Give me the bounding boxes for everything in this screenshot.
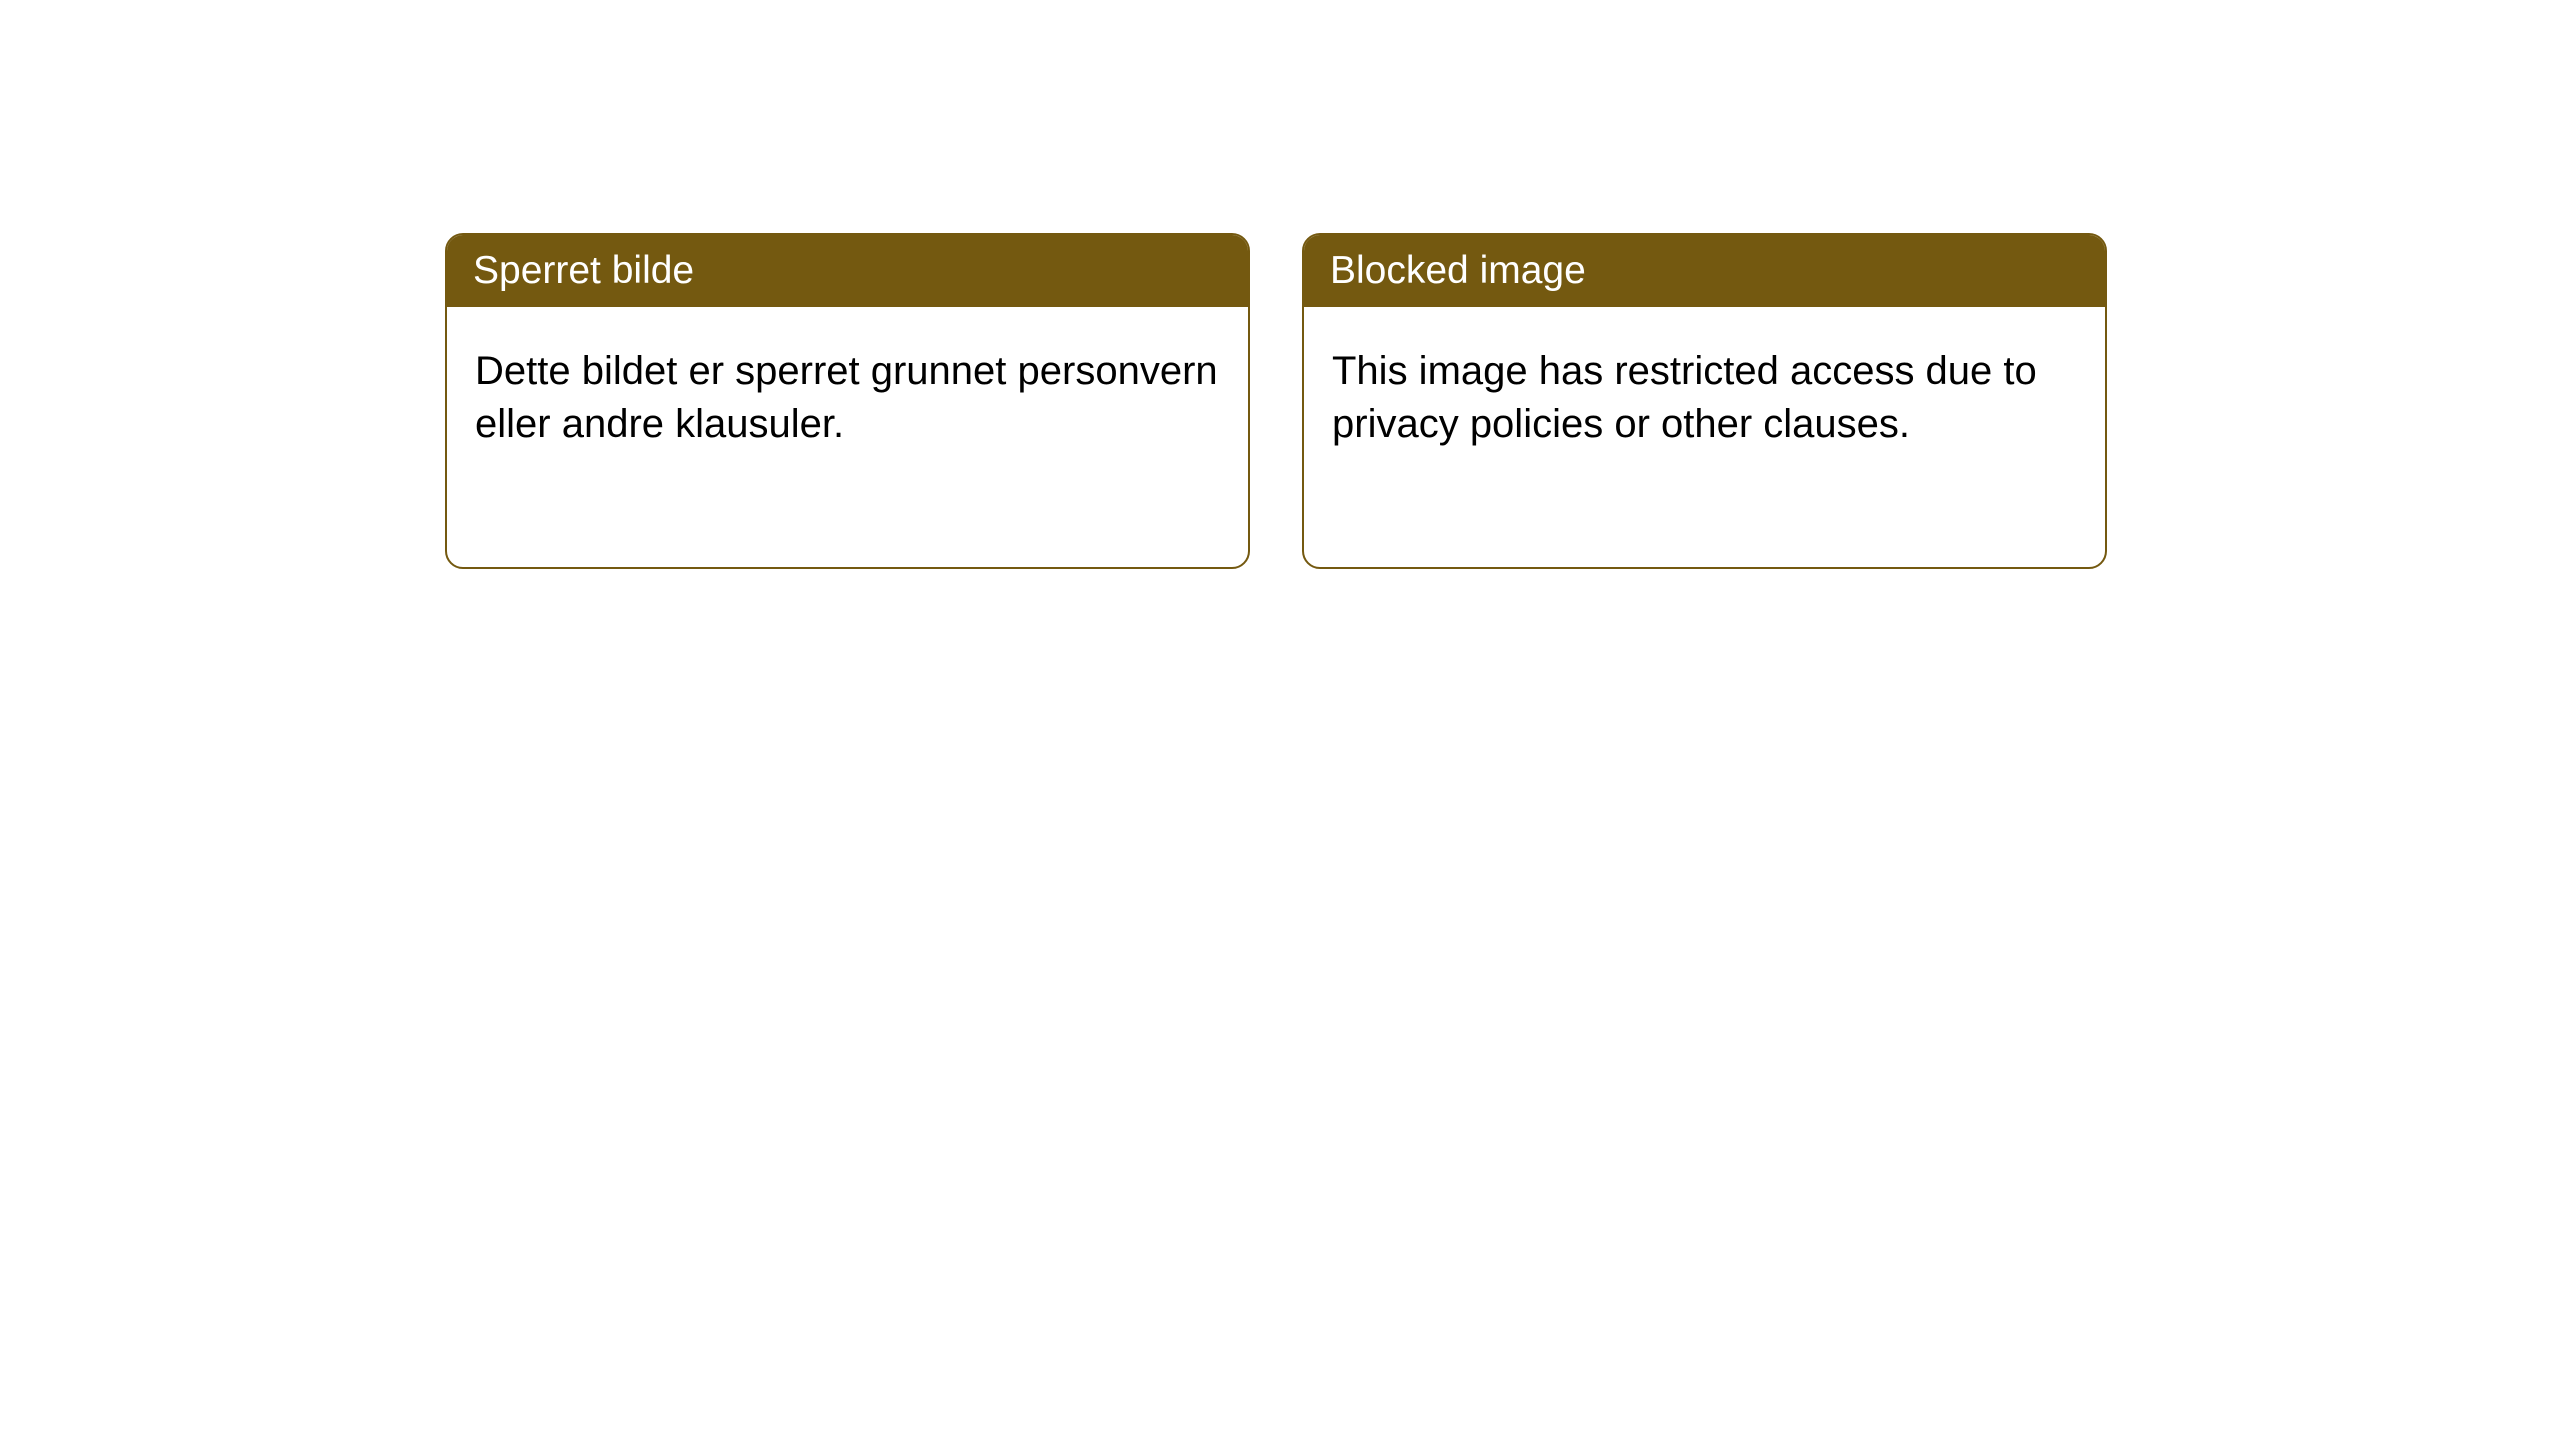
notice-title: Blocked image bbox=[1330, 249, 1586, 292]
notice-body-text: This image has restricted access due to … bbox=[1332, 349, 2037, 446]
notice-header: Blocked image bbox=[1304, 235, 2105, 307]
notice-card-norwegian: Sperret bilde Dette bildet er sperret gr… bbox=[445, 233, 1250, 569]
notice-body-text: Dette bildet er sperret grunnet personve… bbox=[475, 349, 1218, 446]
notice-card-english: Blocked image This image has restricted … bbox=[1302, 233, 2107, 569]
notice-header: Sperret bilde bbox=[447, 235, 1248, 307]
notice-container: Sperret bilde Dette bildet er sperret gr… bbox=[0, 0, 2560, 569]
notice-body: Dette bildet er sperret grunnet personve… bbox=[447, 307, 1248, 489]
notice-title: Sperret bilde bbox=[473, 249, 694, 292]
notice-body: This image has restricted access due to … bbox=[1304, 307, 2105, 489]
